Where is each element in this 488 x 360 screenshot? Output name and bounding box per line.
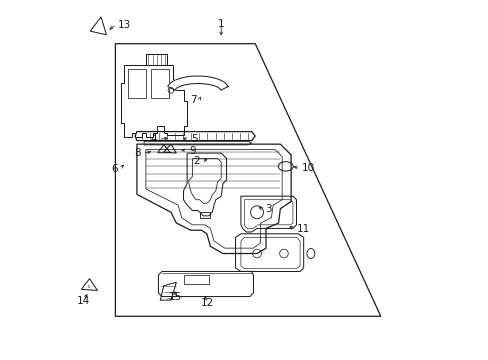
Text: 7: 7 xyxy=(190,95,197,105)
Text: 5: 5 xyxy=(190,135,197,144)
Text: 10: 10 xyxy=(301,163,314,173)
Text: 13: 13 xyxy=(118,20,131,30)
Text: 11: 11 xyxy=(296,224,309,234)
Text: 8: 8 xyxy=(134,148,140,158)
Text: 12: 12 xyxy=(201,298,214,308)
Text: 3: 3 xyxy=(265,204,271,215)
Text: 4: 4 xyxy=(150,135,156,144)
Text: 1: 1 xyxy=(218,19,224,29)
Polygon shape xyxy=(167,76,227,90)
Text: 9: 9 xyxy=(188,145,195,156)
Text: c: c xyxy=(88,284,90,289)
Text: 14: 14 xyxy=(77,296,90,306)
Text: 15: 15 xyxy=(169,292,182,302)
Text: 2: 2 xyxy=(193,156,199,166)
Text: 6: 6 xyxy=(111,163,118,174)
